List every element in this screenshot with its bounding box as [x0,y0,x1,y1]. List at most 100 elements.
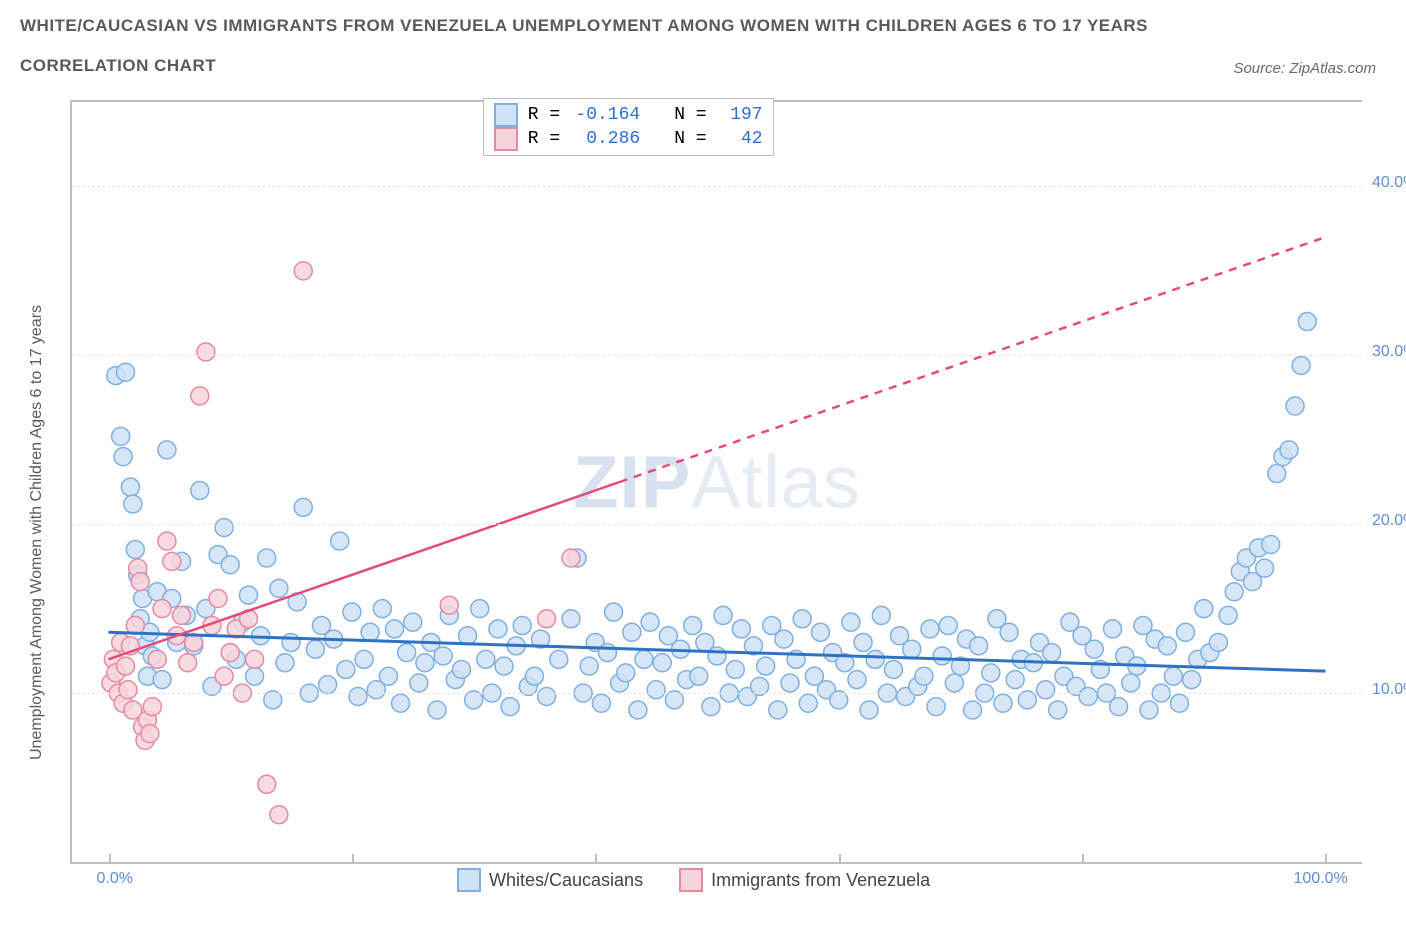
scatter-point [933,647,951,665]
scatter-point [538,610,556,628]
scatter-point [197,343,215,361]
grid-line [72,524,1362,525]
scatter-point [921,620,939,638]
scatter-point [513,617,531,635]
x-tick-mark [595,854,597,862]
scatter-point [117,363,135,381]
scatter-point [598,644,616,662]
y-axis-label: Unemployment Among Women with Children A… [28,305,46,760]
scatter-point [121,478,139,496]
legend-row: R =-0.164N =197 [494,103,763,127]
scatter-point [1043,644,1061,662]
series-legend-label: Immigrants from Venezuela [711,870,930,891]
scatter-point [119,681,137,699]
scatter-point [1177,623,1195,641]
scatter-point [270,806,288,824]
source-label: Source: ZipAtlas.com [1233,60,1376,77]
scatter-point [501,698,519,716]
scatter-point [842,613,860,631]
scatter-point [221,556,239,574]
scatter-point [799,694,817,712]
scatter-point [1037,681,1055,699]
x-tick-mark [109,854,111,862]
scatter-point [525,667,543,685]
series-legend: Whites/Caucasians Immigrants from Venezue… [457,868,930,892]
plot-area: ZIPAtlas [70,100,1362,864]
scatter-point [191,481,209,499]
scatter-point [209,590,227,608]
scatter-point [258,775,276,793]
scatter-point [726,660,744,678]
scatter-point [592,694,610,712]
scatter-point [775,630,793,648]
scatter-point [294,262,312,280]
scatter-point [1110,698,1128,716]
scatter-point [550,650,568,668]
x-tick-mark [839,854,841,862]
scatter-point [1219,606,1237,624]
grid-line [72,186,1362,187]
scatter-point [386,620,404,638]
scatter-point [1006,671,1024,689]
series-legend-item: Whites/Caucasians [457,868,643,892]
scatter-point [903,640,921,658]
scatter-point [1079,687,1097,705]
scatter-point [629,701,647,719]
grid-line [72,693,1362,694]
scatter-point [872,606,890,624]
scatter-point [994,694,1012,712]
scatter-point [1286,397,1304,415]
scatter-point [714,606,732,624]
scatter-point [410,674,428,692]
scatter-point [148,650,166,668]
scatter-point [404,613,422,631]
scatter-point [1225,583,1243,601]
scatter-point [781,674,799,692]
scatter-point [690,667,708,685]
scatter-point [1158,637,1176,655]
scatter-point [684,617,702,635]
scatter-point [215,519,233,537]
scatter-point [489,620,507,638]
scatter-point [708,647,726,665]
scatter-point [605,603,623,621]
scatter-point [647,681,665,699]
scatter-svg [72,102,1362,862]
scatter-point [811,623,829,641]
scatter-point [1049,701,1067,719]
scatter-point [179,654,197,672]
scatter-point [538,687,556,705]
scatter-point [617,664,635,682]
legend-r-label: R = [528,129,560,149]
scatter-point [884,660,902,678]
scatter-point [246,650,264,668]
scatter-point [1122,674,1140,692]
x-tick-label-left: 0.0% [97,870,133,888]
scatter-point [276,654,294,672]
scatter-point [124,495,142,513]
scatter-point [126,541,144,559]
legend-row: R =0.286N =42 [494,127,763,151]
legend-n-label: N = [674,105,706,125]
scatter-point [964,701,982,719]
trend-line-dashed [620,237,1326,482]
scatter-point [392,694,410,712]
scatter-point [1170,694,1188,712]
scatter-point [337,660,355,678]
scatter-point [848,671,866,689]
scatter-point [355,650,373,668]
legend-swatch [494,103,518,127]
scatter-point [769,701,787,719]
scatter-point [331,532,349,550]
series-legend-label: Whites/Caucasians [489,870,643,891]
scatter-point [416,654,434,672]
scatter-point [270,579,288,597]
scatter-point [623,623,641,641]
scatter-point [1280,441,1298,459]
scatter-point [173,606,191,624]
scatter-point [1195,600,1213,618]
legend-r-value: 0.286 [570,129,640,149]
scatter-point [1140,701,1158,719]
scatter-point [915,667,933,685]
scatter-point [580,657,598,675]
